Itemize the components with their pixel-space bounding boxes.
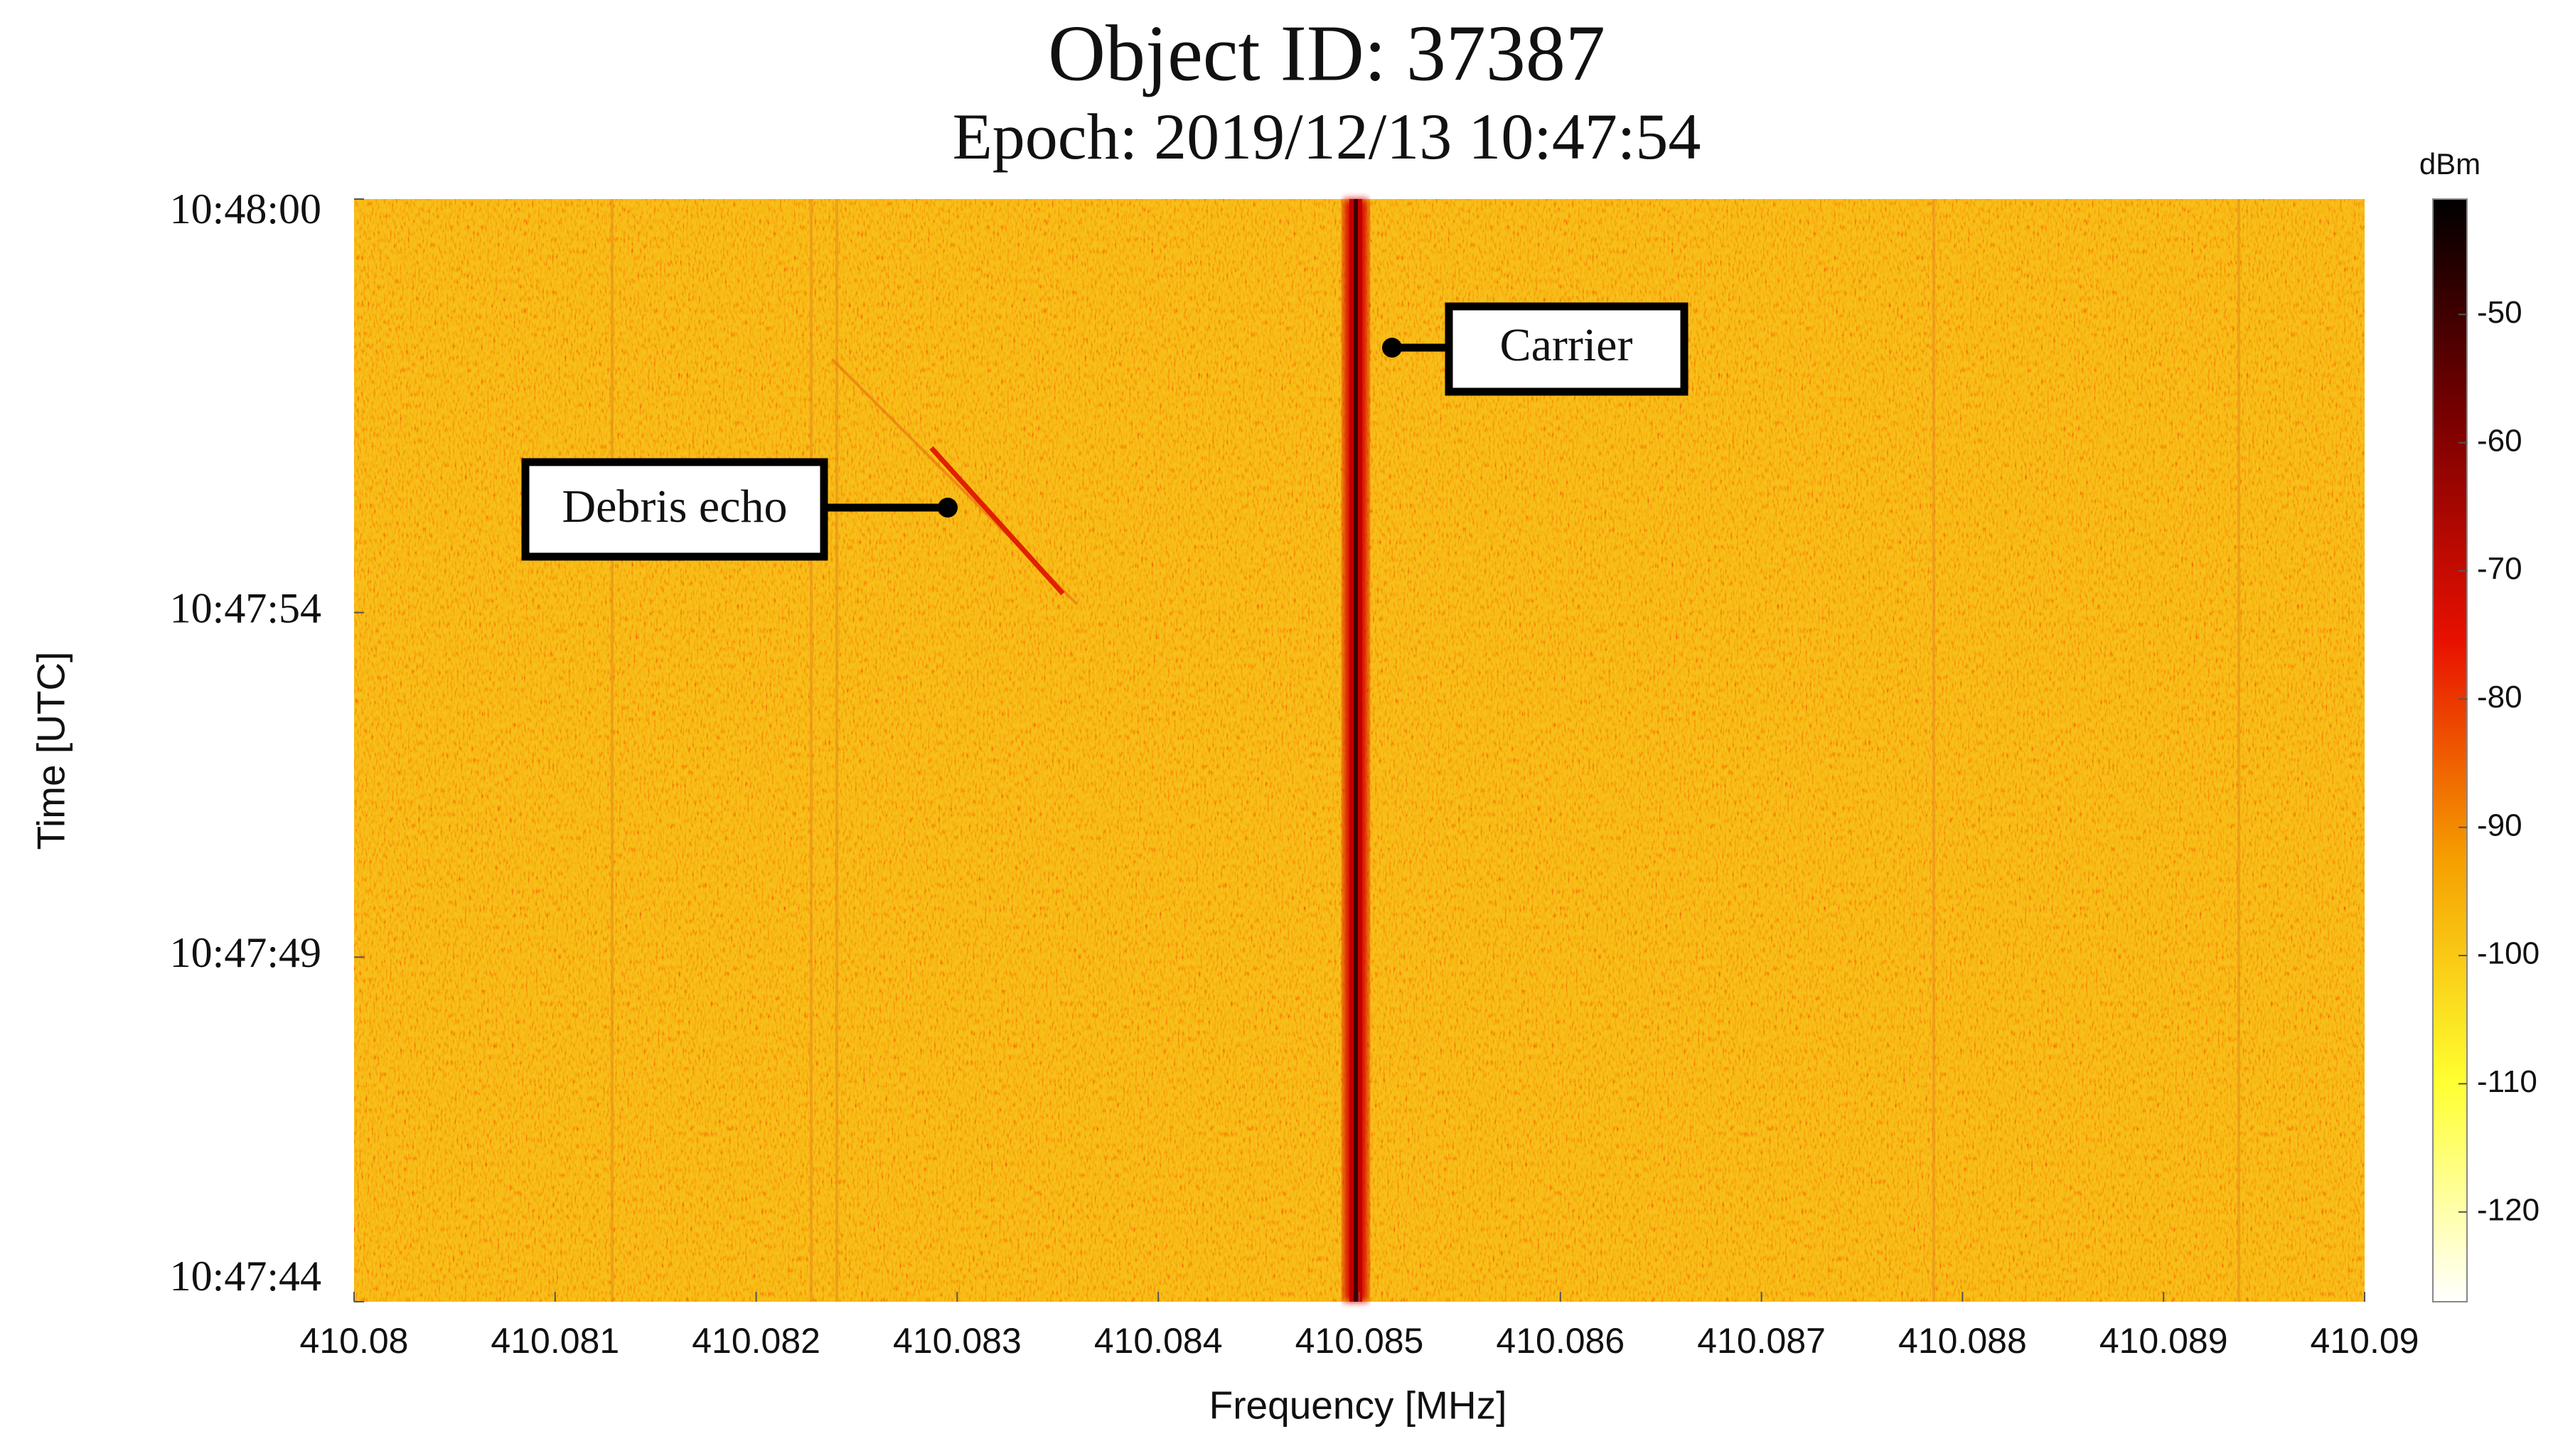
colorbar-tick-label: -90 (2477, 808, 2522, 842)
x-tick-label: 410.084 (1094, 1321, 1223, 1361)
annotation-debris: Debris echo (521, 458, 958, 561)
colorbar-tick-label: -110 (2477, 1064, 2537, 1099)
y-axis-label: Time [UTC] (29, 651, 73, 850)
colorbar-tick-label: -120 (2477, 1192, 2540, 1227)
colorbar-tick-label: -60 (2477, 423, 2522, 458)
plot-area (354, 199, 2365, 1302)
x-tick-label: 410.086 (1496, 1321, 1625, 1361)
colorbar-label: dBm (2419, 147, 2481, 181)
annotation-label: Carrier (1500, 319, 1633, 371)
y-tick-label: 10:47:54 (170, 584, 321, 631)
y-tick-label: 10:48:00 (170, 186, 321, 232)
colorbar-tick-label: -100 (2477, 936, 2540, 971)
x-tick-label: 410.089 (2099, 1321, 2228, 1361)
x-tick-label: 410.088 (1898, 1321, 2027, 1361)
x-tick-label: 410.09 (2311, 1321, 2419, 1361)
x-tick-label: 410.082 (692, 1321, 820, 1361)
annotation-label: Debris echo (562, 481, 787, 532)
spurious-lines (611, 199, 2240, 1302)
x-tick-label: 410.087 (1697, 1321, 1826, 1361)
colorbar-tick-label: -80 (2477, 680, 2522, 714)
x-tick-label: 410.081 (491, 1321, 619, 1361)
chart-title: Object ID: 37387 (1048, 10, 1605, 98)
carrier-core (1354, 199, 1358, 1302)
colorbar-tick-label: -70 (2477, 552, 2522, 587)
x-tick-label: 410.08 (300, 1321, 409, 1361)
colorbar (2432, 198, 2468, 1302)
x-tick-label: 410.083 (893, 1321, 1022, 1361)
x-tick-label: 410.085 (1295, 1321, 1424, 1361)
y-tick-label: 10:47:49 (170, 929, 321, 976)
debris-echo (929, 446, 1065, 596)
annotation-carrier: Carrier (1382, 302, 1689, 396)
colorbar-tick-label: -50 (2477, 295, 2522, 330)
y-tick-label: 10:47:44 (170, 1253, 321, 1300)
chart-subtitle: Epoch: 2019/12/13 10:47:54 (953, 100, 1701, 173)
x-axis-label: Frequency [MHz] (1209, 1383, 1507, 1428)
